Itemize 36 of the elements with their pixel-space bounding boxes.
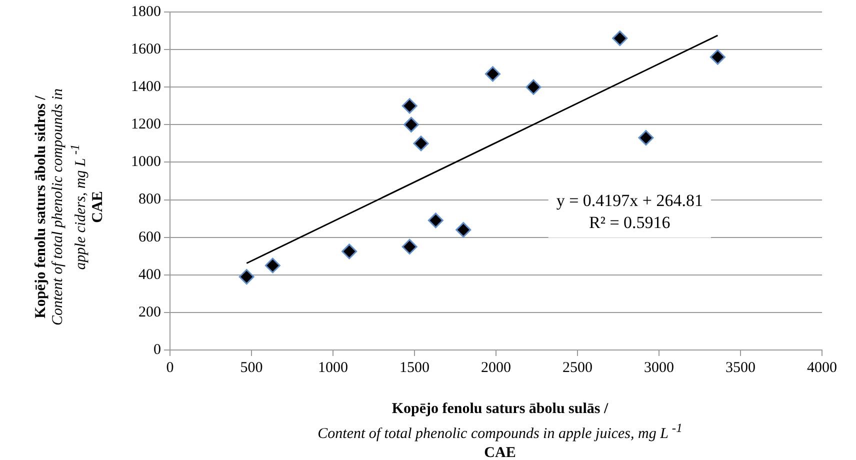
- point: [612, 30, 628, 46]
- y-tick-label: 1800: [131, 4, 161, 20]
- y-tick-label: 0: [154, 342, 161, 358]
- y-tick-label: 1400: [131, 79, 161, 96]
- point: [402, 98, 418, 114]
- text: Kopējo fenolu saturs ābolu sulās / Content of total phenolic compounds in apple juices, mg L $^{-1}$ CAE: [318, 401, 682, 460]
- y-tick-label: 1200: [131, 116, 161, 133]
- y-tick-label: 1600: [131, 41, 161, 58]
- point: [484, 66, 500, 82]
- point: [526, 79, 542, 95]
- y-tick-label: 1000: [131, 154, 161, 170]
- point: [342, 244, 358, 260]
- y-tick-label: 400: [138, 266, 161, 283]
- x-tick-label: 1000: [318, 360, 348, 376]
- x-tick-label: 4000: [807, 360, 837, 376]
- y-tick-label: 600: [138, 229, 161, 246]
- point: [264, 258, 280, 274]
- y-tick-label: 200: [138, 304, 161, 320]
- point: [402, 238, 418, 254]
- point: [413, 136, 429, 152]
- x-tick-label: 3000: [644, 360, 674, 376]
- x-tick-label: 2500: [562, 360, 592, 376]
- annotation: R² = 0.5916: [589, 213, 670, 232]
- x-tick-label: 0: [166, 360, 174, 376]
- point: [710, 49, 726, 65]
- x-tick-label: 2000: [481, 360, 511, 376]
- point: [403, 116, 419, 132]
- x-tick-label: 500: [240, 360, 263, 376]
- point: [638, 130, 654, 146]
- x-tick-label: 1500: [400, 360, 430, 376]
- annotation: y = 0.4197x + 264.81: [556, 191, 704, 210]
- point: [456, 222, 472, 238]
- point: [238, 269, 254, 285]
- y-tick-label: 800: [138, 192, 161, 208]
- point: [428, 212, 444, 228]
- x-tick-label: 3500: [726, 360, 756, 376]
